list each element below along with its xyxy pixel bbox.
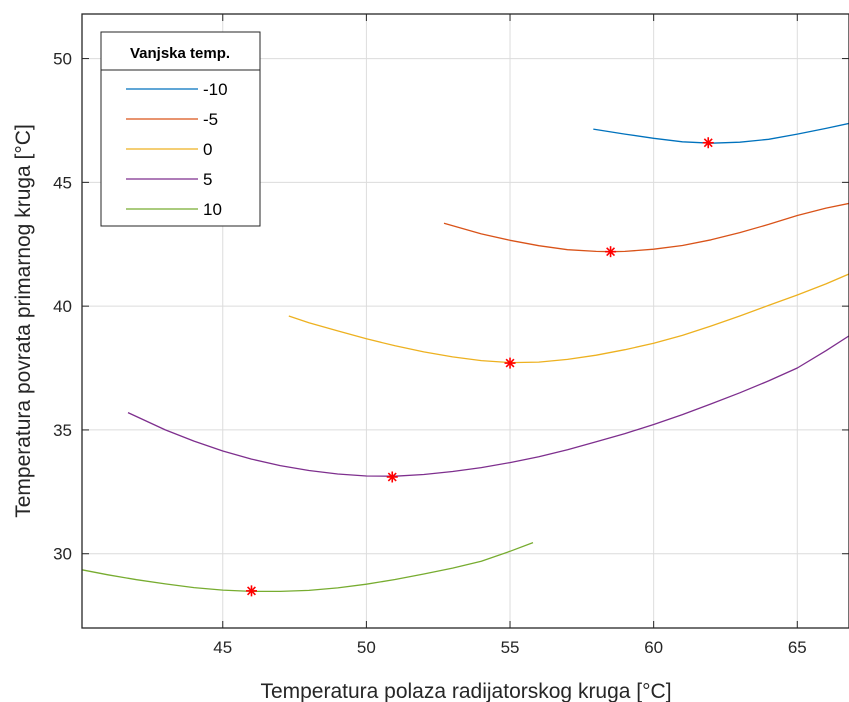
x-tick-label: 45 <box>213 638 232 657</box>
legend-title: Vanjska temp. <box>130 45 230 62</box>
marker-stroke <box>505 358 515 368</box>
legend-label: 0 <box>203 140 212 159</box>
series-line--5 <box>443 202 849 253</box>
y-tick-label: 35 <box>53 421 72 440</box>
legend-label: -5 <box>203 110 218 129</box>
legend: Vanjska temp. -10 -5 0 5 10 <box>100 31 261 227</box>
marker-stroke <box>606 247 616 257</box>
series-line--10 <box>593 122 849 144</box>
optimum-marker <box>504 357 516 369</box>
optimum-markers <box>245 137 714 597</box>
y-tick-label: 30 <box>53 545 72 564</box>
legend-box <box>100 31 261 227</box>
optimum-marker <box>245 585 257 597</box>
x-tick-label: 50 <box>357 638 376 657</box>
optimum-marker <box>386 471 398 483</box>
series-lines <box>81 122 849 593</box>
y-axis-label: Temperatura povrata primarnog kruga [°C] <box>12 124 35 518</box>
series-line-0 <box>288 273 849 364</box>
series-line-10 <box>81 541 534 593</box>
x-tick-label: 55 <box>501 638 520 657</box>
x-tick-label: 60 <box>644 638 663 657</box>
marker-stroke <box>703 138 713 148</box>
y-tick-label: 40 <box>53 297 72 316</box>
x-axis-label: Temperatura polaza radijatorskog kruga [… <box>260 680 671 702</box>
legend-label: 5 <box>203 170 212 189</box>
series-line-5 <box>127 335 849 477</box>
optimum-marker <box>702 137 714 149</box>
marker-stroke <box>247 586 256 596</box>
y-tick-label: 50 <box>53 50 72 69</box>
legend-items: -10 -5 0 5 10 <box>126 80 228 219</box>
legend-label: 10 <box>203 200 222 219</box>
y-tick-label: 45 <box>53 173 72 192</box>
marker-stroke <box>387 472 397 482</box>
optimum-marker <box>605 246 617 258</box>
x-tick-label: 65 <box>788 638 807 657</box>
plot-frame <box>81 13 849 629</box>
legend-label: -10 <box>203 80 228 99</box>
